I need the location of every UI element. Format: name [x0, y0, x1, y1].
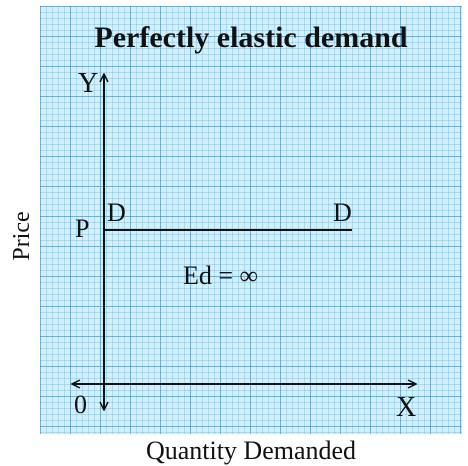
origin-label: 0	[74, 390, 87, 419]
demand-curve-label-left: D	[107, 198, 126, 227]
x-axis-letter: X	[396, 392, 417, 423]
y-axis-title: Price	[9, 211, 35, 261]
demand-curve-label-right: D	[333, 198, 352, 227]
y-axis-letter: Y	[78, 68, 99, 99]
graph-paper-background	[40, 6, 462, 434]
elasticity-formula: Ed = ∞	[183, 261, 259, 290]
diagram-title: Perfectly elastic demand	[94, 21, 408, 54]
price-point-label: P	[75, 214, 90, 243]
x-axis-title: Quantity Demanded	[145, 436, 357, 465]
